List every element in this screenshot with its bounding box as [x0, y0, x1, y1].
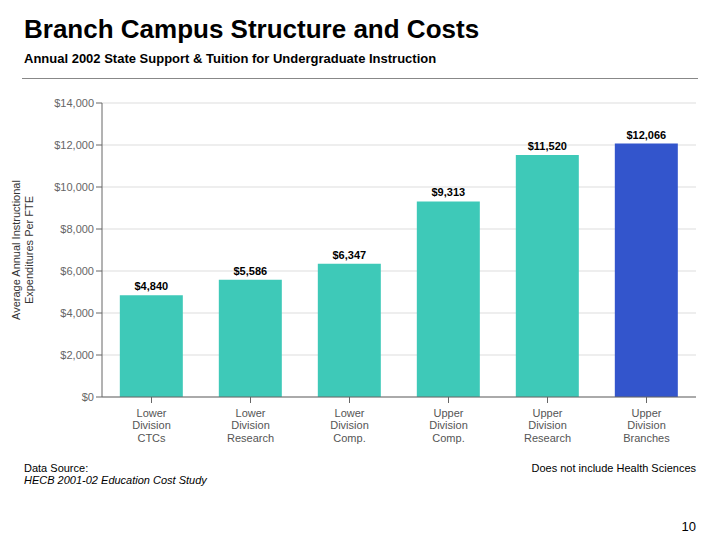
svg-text:UpperDivisionComp.: UpperDivisionComp. [429, 407, 468, 444]
html-text:Branch Campus Structure and Co: Branch Campus Structure and Costs [24, 14, 480, 44]
svg-text:$12,066: $12,066 [626, 129, 666, 141]
svg-text:$8,000: $8,000 [60, 223, 94, 235]
svg-text:LowerDivisionComp.: LowerDivisionComp. [330, 407, 369, 444]
html-text:Does not include Health Scienc: Does not include Health Sciences [531, 462, 696, 474]
svg-text:$4,000: $4,000 [60, 307, 94, 319]
html-text:10: 10 [681, 519, 696, 534]
svg-text:LowerDivisionResearch: LowerDivisionResearch [227, 407, 274, 444]
html-text:Annual 2002 State Support & Tu: Annual 2002 State Support & Tuition for … [24, 51, 437, 66]
svg-text:$0: $0 [82, 391, 94, 403]
svg-text:$2,000: $2,000 [60, 349, 94, 361]
svg-text:$10,000: $10,000 [54, 181, 94, 193]
svg-text:$6,347: $6,347 [332, 249, 366, 261]
svg-text:$5,586: $5,586 [233, 265, 267, 277]
svg-text:$9,313: $9,313 [431, 186, 465, 198]
svg-text:UpperDivisionBranches: UpperDivisionBranches [623, 407, 670, 444]
svg-text:LowerDivisionCTCs: LowerDivisionCTCs [132, 407, 171, 444]
svg-text:UpperDivisionResearch: UpperDivisionResearch [524, 407, 571, 444]
html-text:HECB 2001-02 Education Cost St: HECB 2001-02 Education Cost Study [24, 474, 207, 486]
svg-text:$12,000: $12,000 [54, 139, 94, 151]
svg-text:Average Annual InstructionalEx: Average Annual InstructionalExpenditures… [10, 180, 35, 320]
svg-text:$11,520: $11,520 [528, 140, 567, 152]
html-text:Data Source:: Data Source: [24, 462, 89, 474]
svg-text:$14,000: $14,000 [54, 97, 94, 109]
svg-text:$4,840: $4,840 [134, 280, 168, 292]
svg-text:$6,000: $6,000 [60, 265, 94, 277]
